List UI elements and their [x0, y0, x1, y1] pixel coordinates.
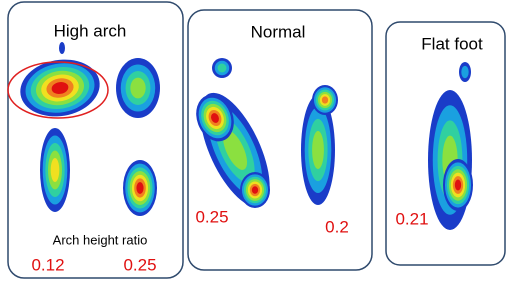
ratio-value: 0.12 — [31, 255, 64, 274]
panel-title: Normal — [251, 22, 306, 41]
caption: Arch height ratio — [53, 232, 148, 247]
pressure-level — [51, 158, 60, 182]
ratio-value: 0.25 — [195, 207, 228, 226]
panel-title: High arch — [54, 21, 127, 40]
ratio-value: 0.2 — [325, 217, 349, 236]
pressure-level — [136, 182, 143, 194]
ratio-value: 0.21 — [395, 209, 428, 228]
figure: High arch Arch height ratio 0.12 0.25 No… — [0, 0, 511, 282]
pressure-level — [312, 131, 324, 169]
pressure-maps — [16, 42, 473, 230]
pressure-level — [59, 42, 65, 54]
pressure-level — [130, 78, 145, 99]
pressure-level — [322, 96, 328, 103]
ratio-value: 0.25 — [123, 255, 156, 274]
panel-title: Flat foot — [421, 34, 483, 53]
pressure-level — [252, 186, 258, 194]
pressure-level — [218, 64, 227, 73]
pressure-level — [461, 66, 468, 78]
pressure-level — [455, 180, 461, 191]
